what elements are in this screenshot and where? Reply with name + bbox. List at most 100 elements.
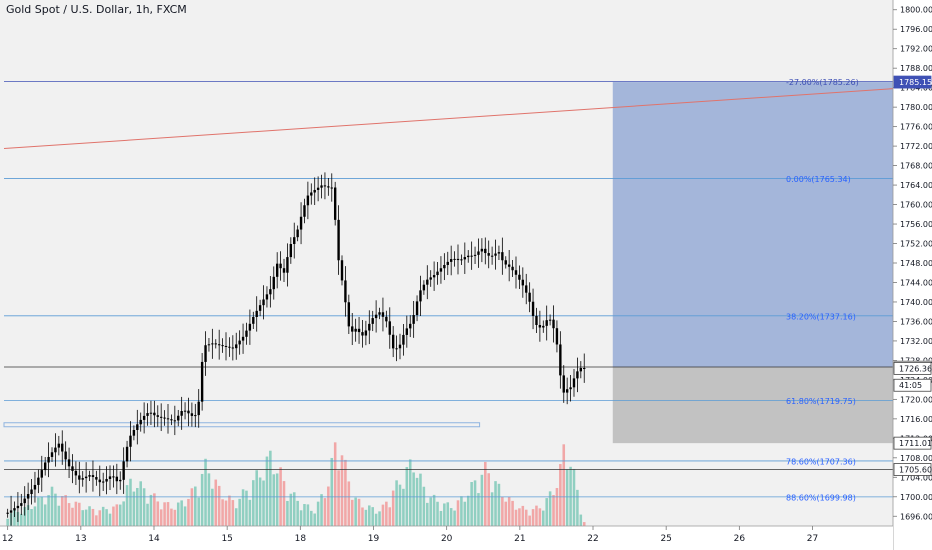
candle-body <box>146 413 149 416</box>
volume-bar <box>26 505 30 526</box>
price-tick-label: 1768.00 <box>900 162 932 171</box>
volume-bar <box>183 506 187 526</box>
volume-bar <box>258 477 262 526</box>
volume-bar <box>211 488 214 526</box>
candle-body <box>354 328 357 332</box>
candle-body <box>351 326 354 332</box>
volume-bar <box>163 502 166 526</box>
volume-bar <box>289 493 293 526</box>
candle-body <box>347 302 351 327</box>
volume-bar <box>20 513 23 526</box>
volume-bar <box>149 494 153 526</box>
volume-bar <box>64 495 67 526</box>
candle-body <box>156 415 159 417</box>
volume-bar <box>125 485 129 526</box>
volume-bar <box>545 498 548 526</box>
volume-bar <box>514 509 518 526</box>
volume-bar <box>453 510 456 526</box>
volume-bars <box>6 442 586 526</box>
price-marker-label: 1726.36 <box>899 364 932 373</box>
candle-body <box>231 347 235 349</box>
volume-bar <box>129 478 132 526</box>
candle-body <box>323 185 327 187</box>
volume-bar <box>88 506 91 526</box>
volume-bar <box>238 498 241 526</box>
volume-bar <box>385 501 388 526</box>
price-marker-label: 1785.15 <box>899 78 932 87</box>
volume-bar <box>490 492 494 526</box>
candle-body <box>429 277 432 280</box>
candle-body <box>409 323 412 329</box>
candle-body <box>368 323 371 331</box>
candle-body <box>398 344 402 349</box>
volume-bar <box>132 491 136 526</box>
candle-body <box>388 321 391 335</box>
volume-bar <box>262 480 265 526</box>
volume-bar <box>422 486 426 526</box>
volume-bar <box>576 489 579 526</box>
candle-body <box>9 510 13 513</box>
volume-bar <box>429 497 432 526</box>
candle-body <box>200 361 204 402</box>
candle-body <box>149 412 153 414</box>
price-tick-label: 1700.00 <box>900 493 932 502</box>
candle-body <box>357 328 361 333</box>
candle-body <box>23 498 26 504</box>
candle-body <box>74 470 78 476</box>
volume-bar <box>156 501 160 526</box>
candle-body <box>50 452 54 457</box>
volume-bar <box>231 500 235 526</box>
volume-bar <box>497 483 501 526</box>
candle-body <box>159 416 163 418</box>
time-tick-label: 19 <box>368 534 380 544</box>
time-tick-label: 13 <box>75 534 86 544</box>
candle-body <box>395 348 398 350</box>
volume-bar <box>275 473 279 526</box>
volume-bar <box>340 455 344 526</box>
volume-bar <box>50 486 54 526</box>
price-tick-label: 1792.00 <box>900 45 932 54</box>
candle-body <box>142 415 146 420</box>
candle-body <box>501 252 504 261</box>
candle-body <box>415 301 419 316</box>
volume-bar <box>146 503 149 526</box>
candle-body <box>511 266 514 271</box>
price-marker-label: 41:05 <box>899 381 922 390</box>
price-tick-label: 1796.00 <box>900 25 932 34</box>
candle-body <box>463 257 467 260</box>
candle-body <box>484 248 487 254</box>
volume-bar <box>357 498 361 526</box>
candle-body <box>439 268 443 272</box>
time-tick-label: 15 <box>221 534 232 544</box>
candle-body <box>555 328 559 345</box>
volume-bar <box>37 497 40 526</box>
volume-bar <box>350 499 354 526</box>
candle-body <box>371 318 374 324</box>
price-tick-label: 1752.00 <box>900 240 932 249</box>
candle-body <box>194 415 197 417</box>
volume-bar <box>313 513 316 526</box>
volume-bar <box>67 503 71 526</box>
drawn-lines <box>3 81 894 498</box>
volume-bar <box>316 501 320 526</box>
time-tick-label: 12 <box>2 534 13 544</box>
volume-bar <box>412 472 415 526</box>
volume-bar <box>81 510 84 526</box>
candle-body <box>480 248 484 252</box>
candle-body <box>378 312 381 315</box>
candle-body <box>40 470 43 478</box>
candle-body <box>446 261 449 265</box>
volume-bar <box>361 507 364 526</box>
candle-body <box>221 345 224 347</box>
price-tick-label: 1776.00 <box>900 123 932 132</box>
candle-body <box>183 410 187 412</box>
price-tick-label: 1716.00 <box>900 415 932 424</box>
candle-body <box>507 264 511 267</box>
volume-bar <box>108 513 112 526</box>
candle-body <box>467 255 470 258</box>
candle-body <box>477 251 480 255</box>
volume-bar <box>402 488 405 526</box>
volume-bar <box>582 522 586 526</box>
candle-body <box>238 340 241 345</box>
